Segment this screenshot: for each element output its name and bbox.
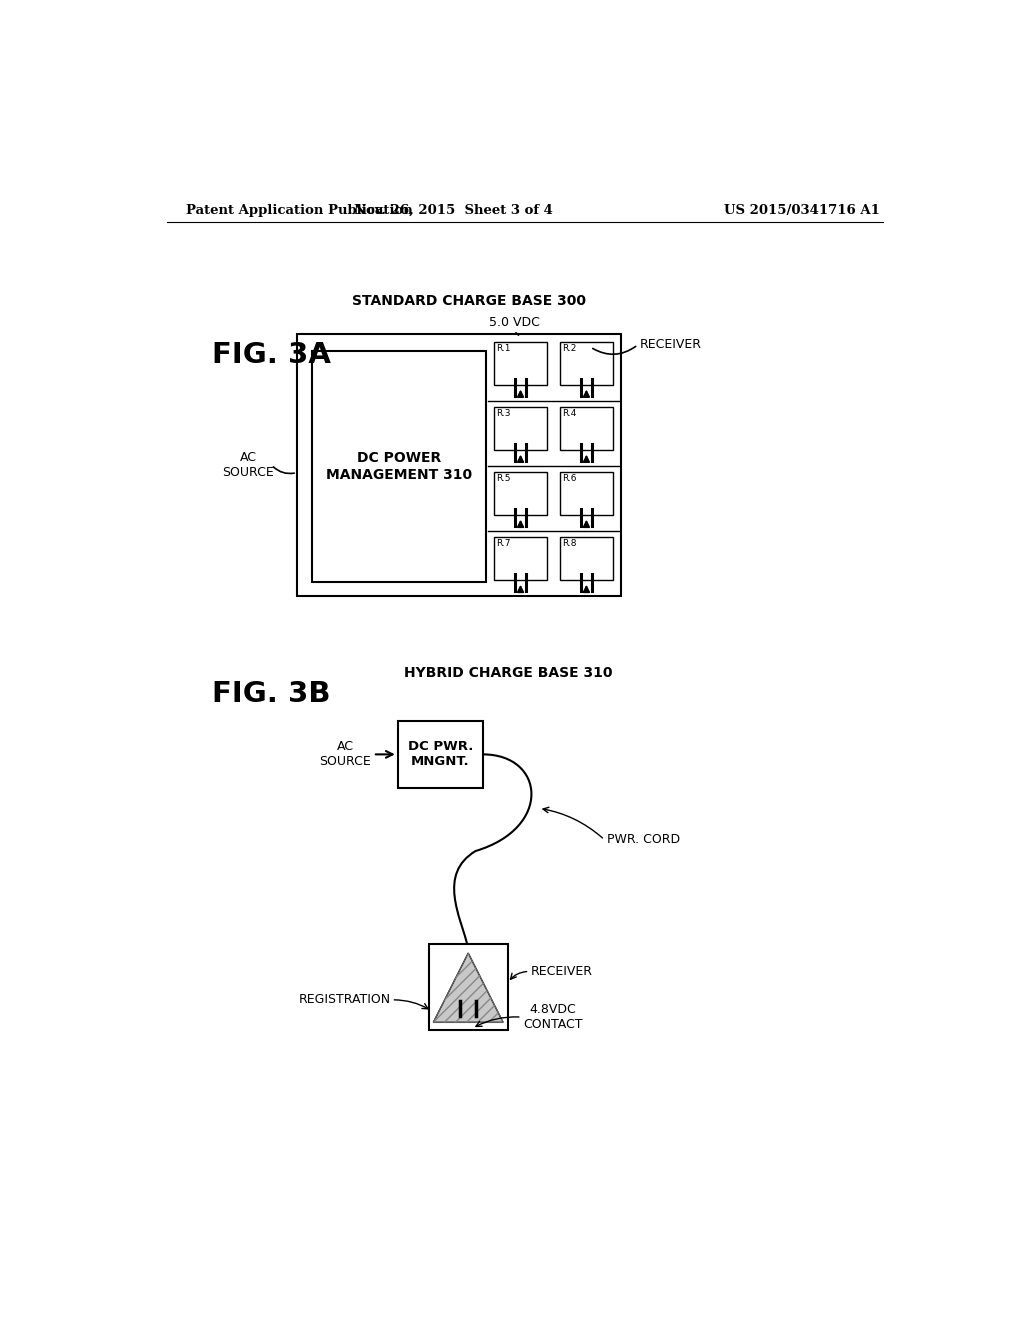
Text: R.8: R.8 [562,539,577,548]
Text: 5.0 VDC: 5.0 VDC [488,317,540,330]
Text: PWR. CORD: PWR. CORD [607,833,680,846]
Text: RECEIVER: RECEIVER [640,338,701,351]
Text: REGISTRATION: REGISTRATION [299,994,391,1006]
Bar [429,944,508,1030]
Bar [560,471,613,515]
Text: Patent Application Publication: Patent Application Publication [186,205,413,218]
Text: AC
SOURCE: AC SOURCE [319,741,371,768]
Text: FIG. 3A: FIG. 3A [212,341,331,368]
Text: R.5: R.5 [496,474,511,483]
Bar [560,407,613,450]
Text: Nov. 26, 2015  Sheet 3 of 4: Nov. 26, 2015 Sheet 3 of 4 [354,205,553,218]
Text: R.1: R.1 [496,345,511,352]
Text: R.2: R.2 [562,345,577,352]
Text: R.4: R.4 [562,409,577,418]
Text: DC PWR.
MNGNT.: DC PWR. MNGNT. [408,741,473,768]
Bar [297,334,621,595]
Bar [494,471,547,515]
Text: US 2015/0341716 A1: US 2015/0341716 A1 [724,205,881,218]
Text: STANDARD CHARGE BASE 300: STANDARD CHARGE BASE 300 [352,294,586,308]
Bar [311,351,486,582]
Bar [397,721,483,788]
Text: FIG. 3B: FIG. 3B [212,680,330,708]
Bar [494,537,547,581]
Text: AC
SOURCE: AC SOURCE [222,451,274,479]
Text: DC POWER
MANAGEMENT 310: DC POWER MANAGEMENT 310 [326,451,472,482]
Bar [560,342,613,385]
Text: 4.8VDC
CONTACT: 4.8VDC CONTACT [523,1003,583,1031]
Text: RECEIVER: RECEIVER [531,965,593,978]
Text: R.6: R.6 [562,474,577,483]
Bar [494,407,547,450]
Text: R.3: R.3 [496,409,511,418]
Polygon shape [433,953,503,1022]
Bar [494,342,547,385]
Text: HYBRID CHARGE BASE 310: HYBRID CHARGE BASE 310 [403,665,612,680]
Text: R.7: R.7 [496,539,511,548]
Bar [560,537,613,581]
